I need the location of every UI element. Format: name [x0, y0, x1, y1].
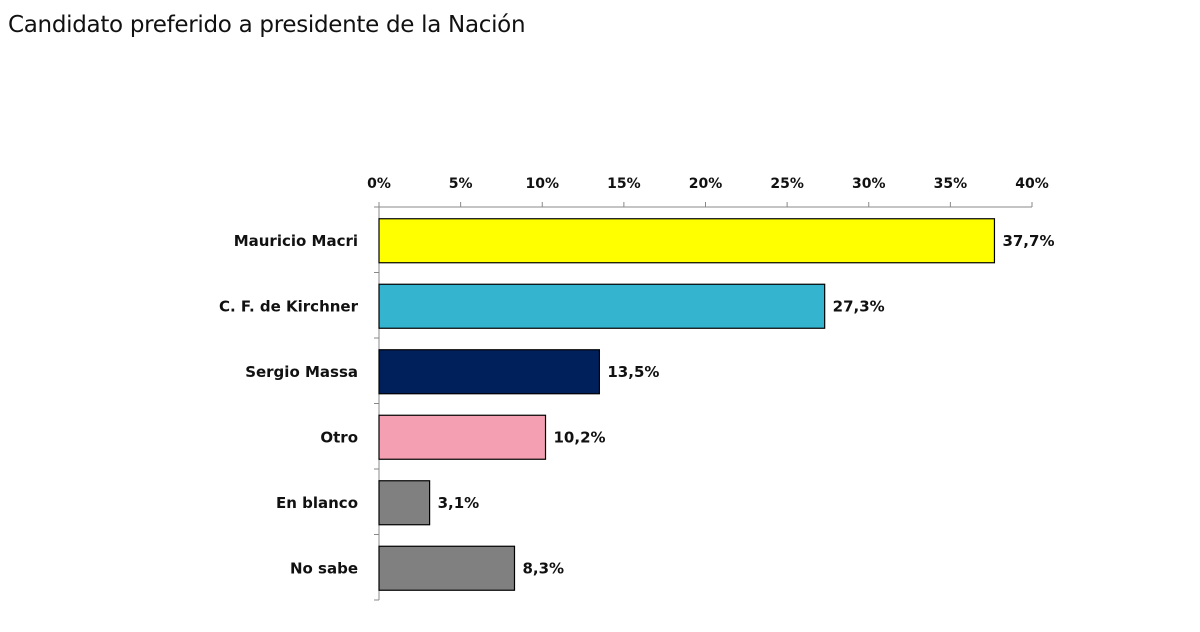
x-tick-label: 15% — [607, 176, 641, 192]
data-label: 27,3% — [833, 297, 885, 315]
bar-2 — [378, 283, 826, 329]
data-label: 10,2% — [554, 428, 606, 446]
category-label: Sergio Massa — [245, 363, 358, 381]
data-label: 13,5% — [607, 363, 659, 381]
category-label: C. F. de Kirchner — [219, 297, 359, 315]
bar-3 — [378, 349, 600, 395]
category-label: Mauricio Macri — [234, 232, 358, 250]
bar-6 — [378, 545, 516, 591]
category-label: Otro — [320, 428, 358, 446]
x-tick-label: 20% — [689, 176, 723, 192]
category-label: En blanco — [276, 494, 358, 512]
bar-4 — [378, 414, 547, 460]
data-label: 37,7% — [1002, 232, 1054, 250]
x-tick-label: 10% — [525, 176, 559, 192]
x-tick-label: 25% — [770, 176, 804, 192]
bar-1 — [378, 218, 996, 264]
data-label: 8,3% — [522, 559, 564, 577]
x-tick-label: 0% — [367, 176, 391, 192]
data-label: 3,1% — [438, 494, 480, 512]
x-tick-label: 40% — [1015, 176, 1049, 192]
x-tick-label: 35% — [934, 176, 968, 192]
x-tick-label: 5% — [449, 176, 473, 192]
bar-5 — [378, 480, 431, 526]
chart-title: Candidato preferido a presidente de la N… — [8, 12, 526, 38]
category-label: No sabe — [290, 559, 358, 577]
x-tick-label: 30% — [852, 176, 886, 192]
